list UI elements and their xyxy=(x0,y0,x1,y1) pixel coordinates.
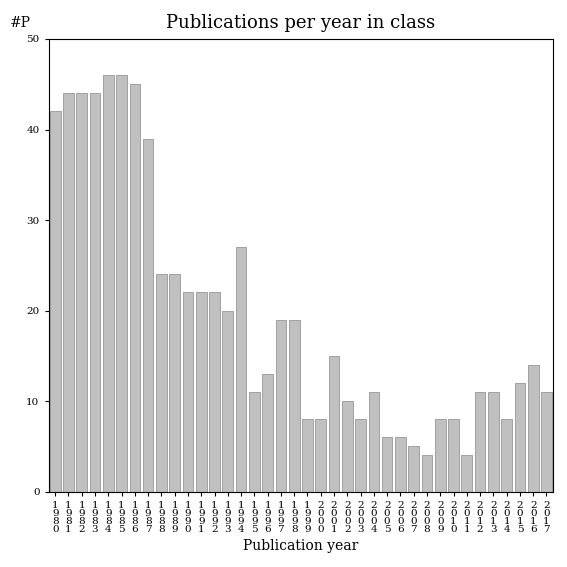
Bar xyxy=(116,75,127,492)
Bar xyxy=(329,356,339,492)
Bar xyxy=(541,392,552,492)
Bar xyxy=(422,455,432,492)
Bar xyxy=(77,94,87,492)
Bar xyxy=(501,419,512,492)
Y-axis label: #P: #P xyxy=(10,16,31,30)
Bar xyxy=(276,320,286,492)
Bar xyxy=(435,419,446,492)
Bar xyxy=(515,383,525,492)
Bar xyxy=(302,419,313,492)
Bar xyxy=(356,419,366,492)
Bar xyxy=(143,138,154,492)
Bar xyxy=(249,392,260,492)
Bar xyxy=(103,75,113,492)
Bar xyxy=(50,112,61,492)
Bar xyxy=(222,311,233,492)
Bar xyxy=(90,94,100,492)
Bar xyxy=(408,446,419,492)
Title: Publications per year in class: Publications per year in class xyxy=(166,14,435,32)
Bar xyxy=(183,293,193,492)
Bar xyxy=(488,392,498,492)
Bar xyxy=(63,94,74,492)
Bar xyxy=(196,293,206,492)
Bar xyxy=(475,392,485,492)
Bar xyxy=(528,365,539,492)
Bar xyxy=(369,392,379,492)
Bar xyxy=(236,247,247,492)
Bar xyxy=(289,320,299,492)
Bar xyxy=(315,419,326,492)
Bar xyxy=(342,401,353,492)
Bar xyxy=(263,374,273,492)
Bar xyxy=(395,437,406,492)
Bar xyxy=(462,455,472,492)
Bar xyxy=(448,419,459,492)
Bar xyxy=(156,274,167,492)
Bar xyxy=(129,84,140,492)
Bar xyxy=(382,437,392,492)
Bar xyxy=(209,293,220,492)
X-axis label: Publication year: Publication year xyxy=(243,539,358,553)
Bar xyxy=(170,274,180,492)
